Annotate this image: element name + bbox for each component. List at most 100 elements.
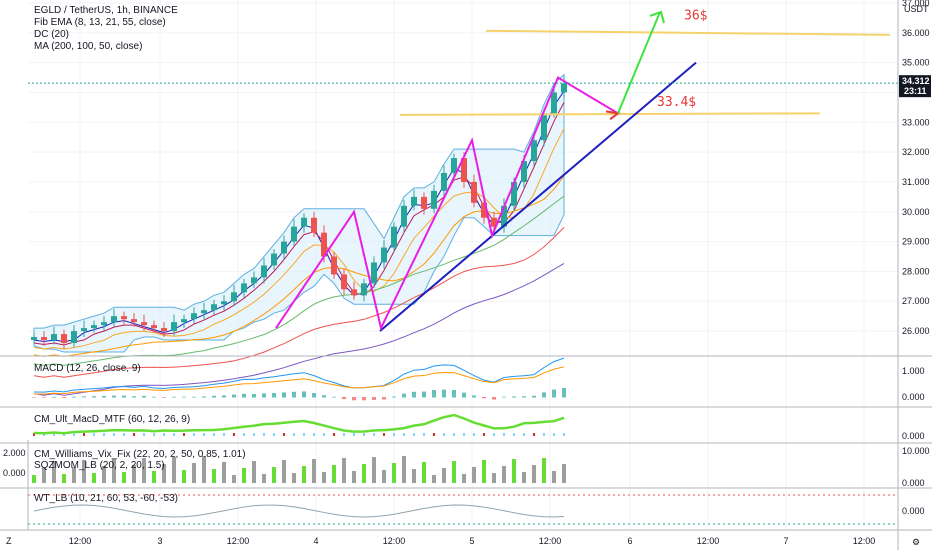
pane-title-macd[interactable]: MACD (12, 26, close, 9) [34,363,141,374]
indicator-dc[interactable]: DC (20) [34,29,70,40]
candle-body [491,217,497,227]
cm-histogram-bar [173,433,175,436]
candle-body [391,226,397,248]
vix-bar [472,467,476,483]
vix-bar [62,474,66,483]
settings-icon[interactable]: ⚙ [912,537,920,547]
macd-histogram-bar [562,388,566,398]
vix-bar [212,469,216,483]
macd-histogram-bar [282,392,286,398]
vix-bar [282,460,286,483]
vix-bar [192,463,196,483]
macd-histogram-bar [522,396,526,398]
candle-body [41,337,47,341]
candle-body [561,83,567,93]
time-tick-label: 6 [627,536,632,546]
candle-body [421,196,427,209]
cm-histogram-bar [153,433,155,436]
candle-body [261,265,267,278]
pane-left-tick-label: 2.000 [3,448,26,458]
candle-body [241,283,247,293]
cm-histogram-bar [103,433,105,436]
cm-histogram-bar [273,433,275,436]
vix-bar [122,472,126,483]
macd-histogram-bar [512,396,516,398]
cm-histogram-bar [93,433,95,436]
cm-histogram-bar [203,433,205,436]
candle-body [371,262,377,284]
candle-body [131,319,137,323]
cm-histogram-bar [353,433,355,436]
drawings: 36$ 33.4$ [275,8,891,332]
time-tick-label: 3 [157,536,162,546]
pane-title-vix[interactable]: CM_Williams_Vix_Fix (22, 20, 2, 50, 0.85… [34,449,246,460]
vix-bar [112,459,116,483]
cm-histogram-bar [223,433,225,436]
vix-bar [82,460,86,483]
cm-histogram-bar [563,433,565,436]
symbol-title[interactable]: EGLD / TetherUS, 1h, BINANCE [34,5,178,16]
macd-histogram-bar [312,393,316,398]
cm-histogram-bar [343,433,345,436]
candle-body [441,173,447,191]
pane-title-wt[interactable]: WT_LB (10, 21, 60, 53, -60, -53) [34,493,178,504]
cm-histogram-bar [213,433,215,436]
macd-histogram-bar [122,395,126,398]
candle-body [541,113,547,141]
candle-body [341,274,347,290]
time-tick-label: 4 [313,536,318,546]
zoom-button[interactable]: Z [6,536,12,546]
vix-bar [132,465,136,483]
candle-body [181,319,187,323]
vix-bar [142,458,146,483]
time-tick-label: 12:00 [697,536,720,546]
time-tick-label: 7 [783,536,788,546]
price-tick-label: 33.000 [902,117,930,127]
price-tick-label: 35.000 [902,58,930,68]
pane-title-sqz[interactable]: SQZMOM_LB (20, 2, 20, 1.5) [34,460,165,471]
macd-histogram-bar [162,397,166,398]
pattern-zigzag [275,76,619,332]
vix-bar [382,470,386,483]
vix-bar [42,468,46,483]
arrow-head-down [605,110,621,121]
vix-bar [412,469,416,483]
cm-histogram-bar [523,433,525,436]
time-tick-label: 12:00 [69,536,92,546]
candle-body [121,316,127,320]
candle-body [551,92,557,114]
vix-bar [492,473,496,483]
time-tick-label: 12:00 [227,536,250,546]
price-tick-label: 37.000 [902,0,930,8]
macd-histogram-bar [322,395,326,398]
cm-histogram-bar [323,433,325,436]
cm-histogram-bar [143,433,145,436]
cm-histogram-bar [333,433,335,436]
cm-histogram-bar [123,433,125,436]
candles [31,76,567,349]
macd-histogram-bar [142,395,146,398]
candle-body [531,140,537,162]
candle-body [431,190,437,209]
vix-bar [532,465,536,483]
candle-body [291,226,297,242]
candle-body [521,161,527,182]
indicator-fib-ema[interactable]: Fib EMA (8, 13, 21, 55, close) [34,17,166,28]
pane-title-cm-macd[interactable]: CM_Ult_MacD_MTF (60, 12, 26, 9) [34,414,191,425]
macd-histogram-bar [252,394,256,398]
price-tick-label: 32.000 [902,147,930,157]
cm-histogram-bar [503,433,505,436]
macd-histogram-bar [382,397,386,400]
cm-histogram-bar [283,433,285,436]
candle-body [201,310,207,314]
candle-body [271,253,277,266]
candle-body [471,181,477,203]
price-tick-label: 31.000 [902,177,930,187]
indicator-ma[interactable]: MA (200, 100, 50, close) [34,41,143,52]
macd-histogram-bar [452,390,456,398]
annotation-36: 36$ [684,8,708,23]
arrow-head-up [649,10,665,24]
candle-body [451,158,457,173]
vix-bar [202,456,206,483]
